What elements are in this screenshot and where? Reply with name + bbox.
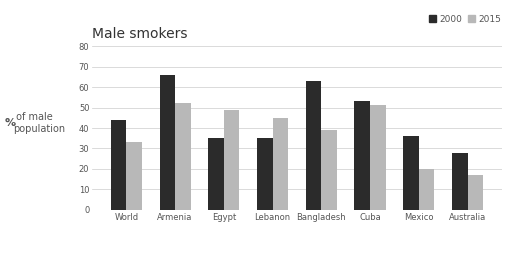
Legend: 2000, 2015: 2000, 2015 xyxy=(429,15,501,24)
Bar xyxy=(175,103,190,210)
Text: Male smokers: Male smokers xyxy=(92,27,188,41)
Bar xyxy=(354,101,370,210)
Bar xyxy=(306,81,322,210)
Bar xyxy=(403,136,419,210)
Bar xyxy=(370,105,386,210)
Bar xyxy=(322,130,337,210)
Bar xyxy=(419,169,434,210)
Bar xyxy=(272,118,288,210)
Bar xyxy=(467,175,483,210)
Bar xyxy=(257,138,272,210)
Bar xyxy=(111,120,126,210)
Bar xyxy=(452,153,467,210)
Text: of male
population: of male population xyxy=(13,112,65,134)
Bar xyxy=(208,138,224,210)
Bar xyxy=(126,142,142,210)
Bar xyxy=(160,75,175,210)
Text: %: % xyxy=(5,118,16,128)
Bar xyxy=(224,110,240,210)
